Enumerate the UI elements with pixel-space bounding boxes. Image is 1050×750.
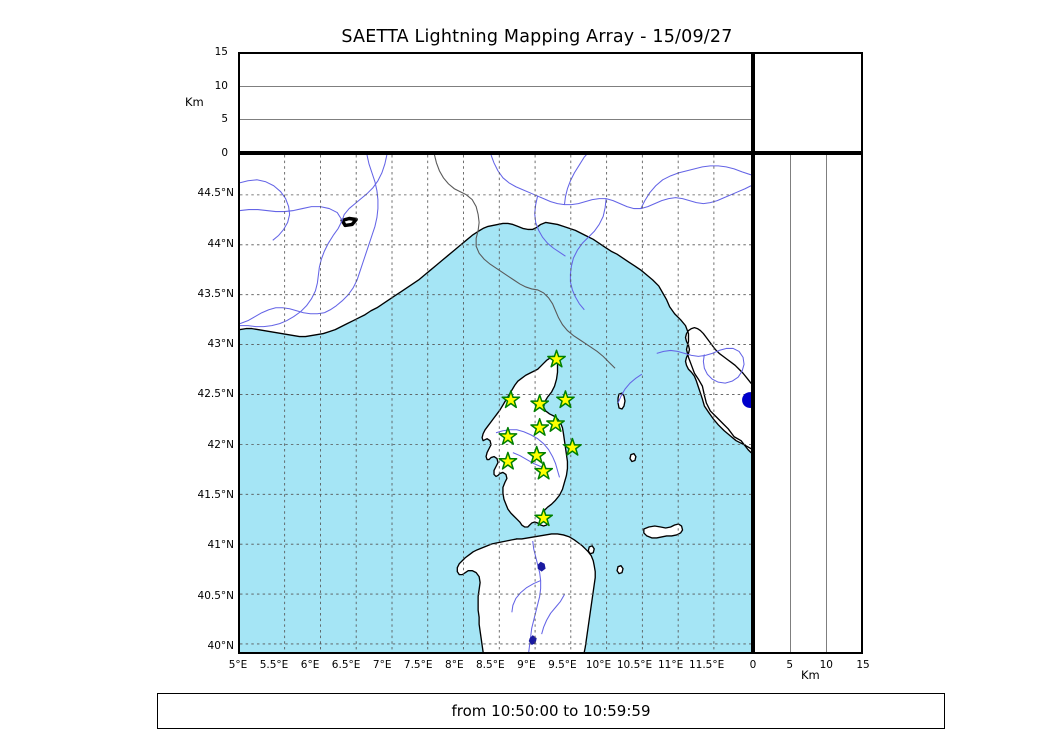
tick-top-y-5: 5 xyxy=(221,113,228,126)
river-a xyxy=(240,179,291,241)
river-rhone xyxy=(341,155,388,221)
altitude-axis-label: Km xyxy=(185,95,204,109)
landmass-gorgona xyxy=(629,453,636,462)
tick-lat-41: 41°N xyxy=(207,539,234,552)
gridline-alt-5 xyxy=(240,118,751,120)
river-arno xyxy=(656,347,745,384)
tick-lon-9: 9°E xyxy=(517,659,536,671)
river-po-s2 xyxy=(534,195,566,257)
coastline-gorgona xyxy=(629,452,637,463)
tick-lat-43: 43°N xyxy=(207,338,234,351)
river-corsica-golo xyxy=(495,429,560,478)
river-durance xyxy=(240,220,343,328)
tick-lon-7.5: 7.5°E xyxy=(403,659,433,671)
tick-lon-11.5: 11.5°E xyxy=(688,659,725,671)
tick-lat-40.5: 40.5°N xyxy=(197,589,234,602)
coastline-sardinia-west xyxy=(456,538,518,652)
landmass-montecristo xyxy=(588,545,595,554)
river-group xyxy=(240,155,751,652)
coastline-group xyxy=(240,216,751,652)
gridline-range-10 xyxy=(825,155,827,652)
landmass-capraia xyxy=(618,393,625,409)
coastline-italy-east xyxy=(684,326,751,450)
landmass-mainland xyxy=(240,155,751,453)
tick-top-y-0: 0 xyxy=(221,147,228,159)
coastline-sardinia xyxy=(516,533,596,652)
tick-lon-5: 5°E xyxy=(228,659,248,671)
coastline-elba xyxy=(643,523,684,539)
lake-sardinia-1 xyxy=(537,561,546,572)
landmass-italy-coast xyxy=(685,327,751,449)
altitude-histogram-panel xyxy=(753,52,863,153)
altitude-vs-latitude-panel xyxy=(753,153,863,654)
source-marker-group xyxy=(742,392,751,408)
tick-lon-11: 11°E xyxy=(657,659,684,671)
border-group xyxy=(433,155,616,369)
map-gridlines xyxy=(240,155,751,652)
river-po-main xyxy=(490,155,751,210)
map-panel xyxy=(238,153,753,654)
tick-top-y-10: 10 xyxy=(214,79,228,92)
river-c xyxy=(324,155,379,314)
tick-right-x-0: 0 xyxy=(749,659,757,671)
tick-top-y-15: 15 xyxy=(214,46,228,58)
tick-lon-10.5: 10.5°E xyxy=(616,659,653,671)
gridline-alt-10 xyxy=(240,86,751,88)
gridline-range-5 xyxy=(790,155,792,652)
time-range-text: from 10:50:00 to 10:59:59 xyxy=(451,702,651,720)
tick-lon-9.5: 9.5°E xyxy=(548,659,577,671)
coastline-mainland xyxy=(240,221,751,454)
source-marker-01 xyxy=(742,392,751,408)
tick-lat-42: 42°N xyxy=(207,438,234,451)
river-po-n2 xyxy=(640,165,751,209)
tick-right-x-15: 15 xyxy=(856,659,870,671)
tick-lon-8: 8°E xyxy=(445,659,464,671)
river-d xyxy=(240,307,325,325)
river-sardinia-1 xyxy=(528,540,542,652)
coastline-capraia xyxy=(617,392,626,410)
tick-lon-8.5: 8.5°E xyxy=(476,659,505,671)
tick-lat-40: 40°N xyxy=(207,639,234,652)
tick-lat-41.5: 41.5°N xyxy=(197,489,234,501)
landmass-pianosa xyxy=(617,565,624,574)
coastline-corsica xyxy=(481,355,569,528)
range-axis-label: Km xyxy=(801,668,820,682)
landmass-sardinia xyxy=(457,533,596,652)
page-title-text: SAETTA Lightning Mapping Array - 15/09/2… xyxy=(341,27,733,47)
altitude-vs-longitude-panel xyxy=(238,52,753,153)
coastline-montecristo xyxy=(587,545,595,555)
tick-lon-10: 10°E xyxy=(585,659,612,671)
tick-lon-6.5: 6.5°E xyxy=(331,659,361,671)
river-sardinia-2 xyxy=(511,580,541,613)
tick-lat-43.5: 43.5°N xyxy=(197,287,234,300)
coastline-pianosa xyxy=(616,565,624,575)
coastline-lake-berre xyxy=(340,216,358,228)
tick-lon-7: 7°E xyxy=(372,659,392,671)
river-po-s1 xyxy=(569,198,607,311)
river-sardinia-3 xyxy=(541,594,565,635)
river-po-n1 xyxy=(563,155,587,205)
map-canvas[interactable] xyxy=(240,155,751,652)
tick-right-x-5: 5 xyxy=(786,659,794,671)
tick-lat-44.5: 44.5°N xyxy=(197,187,234,200)
river-tiber xyxy=(617,373,643,404)
landmass-elba xyxy=(643,524,683,538)
tick-lat-42.5: 42.5°N xyxy=(197,388,234,401)
tick-lon-6: 6°E xyxy=(300,659,320,671)
time-range-bar: from 10:50:00 to 10:59:59 xyxy=(157,693,945,729)
tick-lon-5.5: 5.5°E xyxy=(259,659,289,671)
tick-lat-44: 44°N xyxy=(207,237,234,250)
tick-right-x-10: 10 xyxy=(819,659,833,671)
river-b xyxy=(240,206,343,221)
page-title: SAETTA Lightning Mapping Array - 15/09/2… xyxy=(0,27,1050,47)
border-france-italy xyxy=(433,155,616,369)
